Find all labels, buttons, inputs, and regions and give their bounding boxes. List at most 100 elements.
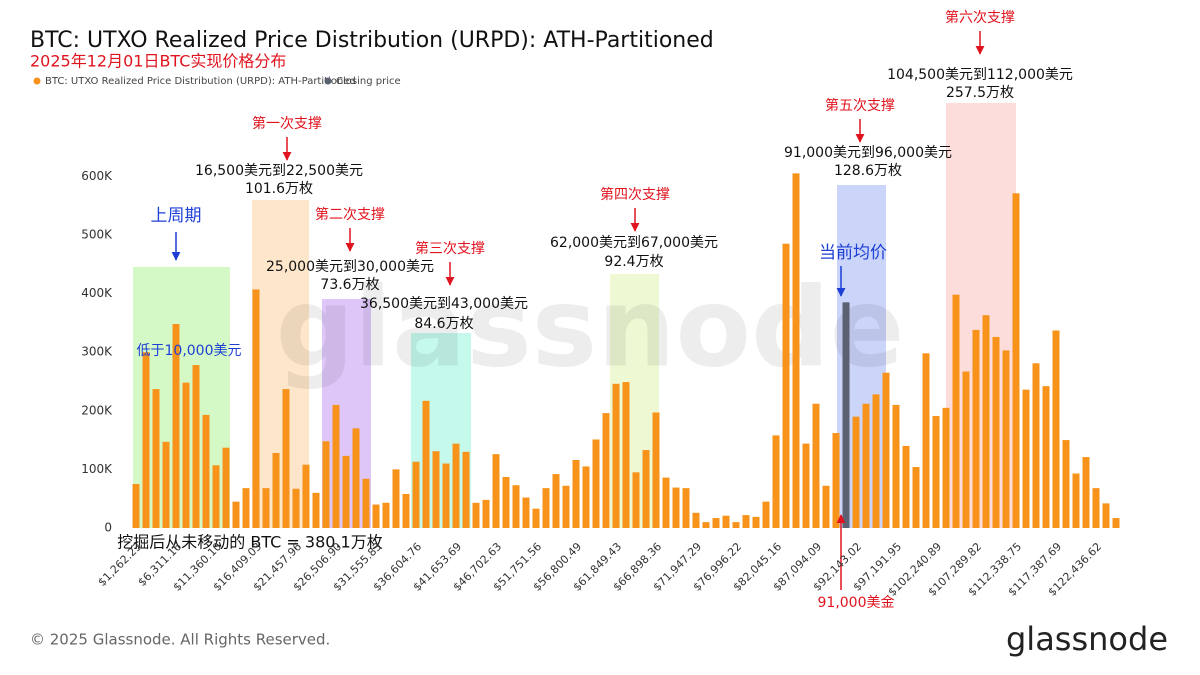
- logo: glassnode: [1006, 620, 1168, 658]
- bar: [132, 484, 140, 528]
- legend-swatch: [324, 77, 332, 85]
- bar: [312, 492, 320, 528]
- footer: © 2025 Glassnode. All Rights Reserved.: [30, 631, 330, 649]
- bar: [842, 302, 850, 528]
- bar: [1112, 518, 1120, 528]
- bar: [632, 472, 640, 528]
- bar: [342, 455, 350, 528]
- bar: [282, 389, 290, 528]
- bar: [452, 443, 460, 528]
- bar: [582, 466, 590, 528]
- bar: [892, 404, 900, 528]
- bar: [1042, 386, 1050, 528]
- bar: [782, 243, 790, 528]
- support-title: 第三次支撑: [415, 240, 485, 257]
- bar: [602, 413, 610, 528]
- bar: [612, 383, 620, 528]
- chart-title: BTC: UTXO Realized Price Distribution (U…: [30, 28, 714, 53]
- support-range: 104,500美元到112,000美元: [887, 67, 1073, 83]
- bar: [412, 461, 420, 528]
- bar: [152, 389, 160, 528]
- bar: [652, 412, 660, 528]
- support-amount: 257.5万枚: [946, 85, 1014, 101]
- y-tick-label: 400K: [81, 286, 113, 300]
- bar: [372, 504, 380, 528]
- support-range: 16,500美元到22,500美元: [195, 163, 363, 179]
- bar: [822, 485, 830, 528]
- bar: [662, 477, 670, 528]
- bar: [502, 477, 510, 528]
- support-title: 第一次支撑: [252, 115, 322, 132]
- bar: [252, 289, 260, 528]
- support-amount: 73.6万枚: [320, 277, 379, 293]
- bar: [972, 329, 980, 528]
- bar: [402, 494, 410, 528]
- bar: [1032, 363, 1040, 528]
- bar: [272, 452, 280, 528]
- bar: [812, 403, 820, 528]
- y-tick-label: 0: [104, 521, 112, 535]
- bar: [792, 173, 800, 528]
- bar: [322, 441, 330, 528]
- bar: [392, 469, 400, 528]
- bar: [1052, 330, 1060, 528]
- support-range: 62,000美元到67,000美元: [550, 235, 718, 251]
- bar: [902, 445, 910, 528]
- bar: [202, 414, 210, 528]
- support-amount: 128.6万枚: [834, 163, 902, 179]
- support-title: 第四次支撑: [600, 186, 670, 203]
- bar: [232, 501, 240, 528]
- watermark: glassnode: [276, 263, 905, 391]
- bar: [772, 435, 780, 528]
- bar: [942, 407, 950, 528]
- annotation: 91,000美金: [818, 595, 895, 611]
- bar: [242, 488, 250, 528]
- legend-entry: Closing price: [336, 76, 401, 87]
- bar: [592, 439, 600, 528]
- bar: [852, 416, 860, 528]
- bar: [712, 518, 720, 528]
- bar: [1102, 503, 1110, 528]
- bar: [742, 515, 750, 528]
- bar: [522, 497, 530, 528]
- support-title: 第六次支撑: [945, 9, 1015, 26]
- bar: [1002, 350, 1010, 528]
- support-range: 91,000美元到96,000美元: [784, 145, 952, 161]
- bar: [732, 522, 740, 528]
- bar: [722, 515, 730, 528]
- bar: [222, 447, 230, 528]
- bar: [172, 324, 180, 528]
- bar: [672, 487, 680, 528]
- bar: [492, 454, 500, 528]
- bar: [332, 404, 340, 528]
- bar: [462, 451, 470, 528]
- bar: [472, 502, 480, 528]
- bar: [1082, 457, 1090, 528]
- bar: [182, 382, 190, 528]
- bars: [132, 173, 1120, 528]
- bar: [622, 382, 630, 528]
- bar: [302, 464, 310, 528]
- bar: [542, 488, 550, 528]
- bar: [192, 365, 200, 528]
- bar: [292, 488, 300, 528]
- annotation: 上周期: [151, 206, 202, 226]
- support-amount: 84.6万枚: [414, 316, 473, 332]
- bar: [802, 443, 810, 528]
- zone: [252, 200, 309, 528]
- annotation: 当前均价: [819, 243, 887, 263]
- bar: [482, 499, 490, 528]
- bar: [882, 372, 890, 528]
- bar: [432, 451, 440, 528]
- y-tick-label: 500K: [81, 227, 113, 241]
- legend-swatch: [33, 77, 41, 85]
- bar: [552, 474, 560, 528]
- bar: [362, 478, 370, 528]
- bar: [212, 465, 220, 528]
- bar: [162, 441, 170, 528]
- bar: [422, 400, 430, 528]
- bar: [262, 488, 270, 528]
- y-tick-label: 600K: [81, 169, 113, 183]
- bar: [692, 512, 700, 528]
